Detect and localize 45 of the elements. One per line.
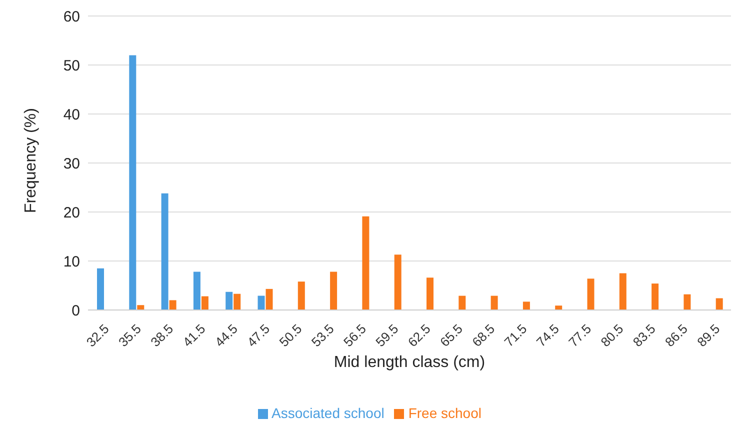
bar	[652, 284, 659, 310]
x-tick-label: 71.5	[501, 321, 530, 350]
bar	[226, 292, 233, 310]
bar	[258, 296, 265, 310]
bar	[394, 254, 402, 310]
y-tick-label: 60	[63, 8, 80, 26]
bar	[266, 288, 273, 310]
x-tick-label: 62.5	[404, 321, 434, 350]
bar	[161, 193, 168, 310]
y-tick-label: 30	[63, 155, 80, 172]
x-tick-label: 47.5	[244, 321, 273, 350]
legend-label: Free school	[408, 405, 482, 421]
bar	[522, 302, 530, 310]
x-tick-label: 68.5	[469, 321, 498, 350]
x-axis-title: Mid length class (cm)	[334, 354, 486, 371]
bar	[169, 300, 176, 310]
y-tick-label: 10	[63, 253, 80, 270]
bar	[426, 278, 434, 310]
bar	[490, 296, 498, 310]
bar	[97, 268, 104, 310]
x-tick-label: 65.5	[437, 321, 466, 350]
x-tick-label: 74.5	[533, 321, 562, 350]
y-tick-label: 0	[72, 302, 80, 320]
y-tick-label: 20	[63, 204, 80, 222]
bar	[298, 282, 305, 310]
legend-label: Associated school	[272, 405, 384, 421]
bar	[330, 272, 338, 310]
bar	[555, 306, 562, 310]
bar	[684, 294, 691, 310]
y-tick-label: 40	[63, 106, 80, 124]
bar	[201, 296, 208, 310]
x-tick-label: 41.5	[180, 321, 208, 350]
x-tick-label: 77.5	[566, 321, 594, 350]
y-tick-label: 50	[63, 57, 80, 74]
bar	[458, 296, 466, 310]
bar	[137, 305, 144, 310]
bar	[362, 216, 370, 310]
bar	[234, 294, 241, 310]
x-tick-label: 44.5	[212, 321, 240, 350]
bar	[716, 298, 723, 310]
y-axis-title: Frequency (%)	[22, 108, 40, 213]
bar	[193, 272, 200, 310]
bar	[619, 273, 626, 310]
bar	[129, 55, 136, 310]
bar	[587, 278, 594, 310]
